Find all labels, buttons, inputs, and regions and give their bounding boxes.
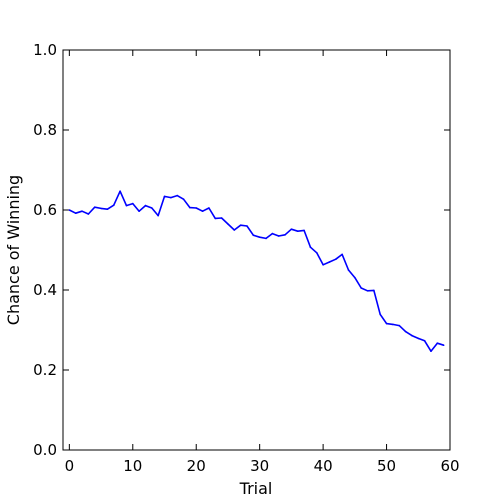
ticks-layer: 0 10 20 30 40 50 60 0.0 0.2 0.4 0.6 0.8 1.0	[33, 41, 459, 475]
data-point	[417, 337, 420, 340]
data-point	[119, 190, 121, 192]
y-tick-label: 1.0	[33, 41, 57, 59]
data-point	[303, 229, 305, 232]
data-point	[366, 290, 369, 292]
data-point	[328, 261, 331, 263]
x-tick-label: 10	[123, 457, 142, 475]
data-point	[442, 344, 445, 347]
y-tick-label: 0.6	[33, 201, 57, 219]
data-point	[252, 234, 255, 236]
data-point	[284, 234, 286, 236]
series-line	[68, 190, 444, 353]
x-tick-label: 50	[377, 457, 396, 475]
data-point	[296, 230, 299, 232]
x-tick-label: 20	[187, 457, 206, 475]
data-point	[220, 217, 223, 219]
data-point	[404, 330, 407, 333]
data-point	[112, 204, 115, 206]
data-point	[176, 194, 178, 197]
data-point	[125, 204, 128, 207]
data-point	[385, 322, 388, 325]
data-point	[277, 235, 280, 237]
data-point	[246, 225, 248, 227]
data-point	[201, 210, 204, 212]
plot-frame	[62, 49, 451, 451]
data-point	[233, 229, 236, 231]
data-point	[398, 324, 401, 327]
data-point	[309, 246, 312, 248]
data-point	[436, 342, 439, 345]
data-point	[335, 258, 337, 261]
data-point	[189, 206, 191, 209]
data-point	[170, 196, 172, 199]
data-point	[214, 217, 217, 220]
data-point	[271, 232, 274, 235]
data-point	[360, 287, 362, 289]
data-point	[379, 313, 382, 316]
data-point	[354, 276, 356, 279]
data-point	[265, 237, 267, 240]
data-point	[151, 207, 153, 209]
data-point	[100, 207, 102, 210]
data-point	[144, 204, 147, 207]
data-point	[81, 210, 83, 212]
y-axis-label: Chance of Winning	[4, 175, 23, 325]
data-point	[182, 198, 185, 200]
x-tick-label: 0	[65, 457, 75, 475]
data-point	[74, 212, 77, 214]
data-point	[373, 289, 375, 292]
data-point	[430, 350, 432, 353]
data-point	[423, 340, 426, 342]
series-layer	[68, 190, 445, 353]
data-point	[157, 214, 159, 217]
data-point	[195, 207, 198, 209]
data-point	[163, 195, 166, 198]
data-point	[315, 252, 318, 254]
data-point	[208, 207, 210, 209]
data-point	[341, 253, 343, 256]
x-tick-label: 60	[440, 457, 459, 475]
data-point	[106, 208, 109, 210]
x-axis-label: Trial	[239, 479, 273, 498]
y-tick-label: 0.2	[33, 361, 57, 379]
x-tick-label: 30	[250, 457, 269, 475]
data-point	[239, 224, 242, 226]
data-point	[322, 264, 324, 266]
data-point	[411, 334, 413, 337]
data-point	[68, 209, 71, 211]
data-point	[392, 323, 394, 326]
y-tick-label: 0.0	[33, 441, 57, 459]
data-point	[347, 269, 350, 271]
y-tick-label: 0.8	[33, 121, 57, 139]
data-point	[87, 213, 90, 215]
y-tick-label: 0.4	[33, 281, 57, 299]
data-point	[93, 206, 96, 208]
data-point	[131, 202, 134, 205]
x-tick-label: 40	[314, 457, 333, 475]
data-point	[290, 228, 293, 230]
data-point	[138, 210, 140, 212]
data-point	[227, 223, 229, 225]
data-point	[258, 236, 261, 238]
